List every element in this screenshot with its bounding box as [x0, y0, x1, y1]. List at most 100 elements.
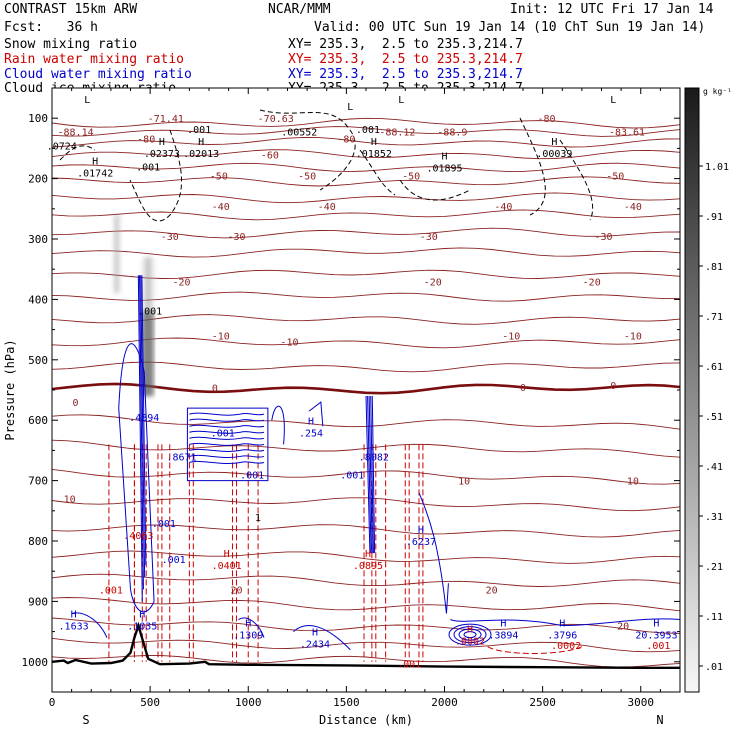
extremum-value-label: .1309	[233, 631, 263, 642]
isotherm-label: 0	[520, 383, 526, 394]
cloud-water-contour	[186, 407, 269, 482]
cloud-water-contour	[189, 430, 265, 434]
isotherm-label: -80	[538, 114, 556, 125]
isotherm-label: -50	[210, 172, 228, 183]
isotherm-label: 0	[212, 384, 218, 395]
y-tick-label: 1000	[22, 656, 49, 669]
extremum-marker: H	[559, 619, 565, 630]
isotherm-label: -20	[424, 277, 442, 288]
rain-water-contour	[418, 444, 424, 662]
valid-time: Valid: 00 UTC Sun 19 Jan 14 (10 ChT Sun …	[314, 20, 706, 35]
extremum-value-label: .00039	[536, 149, 572, 160]
model-title: CONTRAST 15km ARW	[4, 2, 138, 17]
cloud-water-contour	[365, 396, 371, 554]
extremum-value-label: .001	[187, 125, 211, 136]
x-tick-label: 500	[140, 696, 160, 709]
extremum-value-label: .02013	[183, 149, 219, 160]
colorbar-tick-label: .61	[705, 362, 723, 373]
isotherm-label: -30	[227, 232, 245, 243]
cloud-water-contour	[118, 343, 155, 613]
y-tick-label: 100	[28, 112, 48, 125]
extremum-value-label: .2434	[300, 640, 330, 651]
extremum-marker: H	[245, 619, 251, 630]
isotherm-line	[52, 117, 680, 129]
cloud-water-contour	[448, 623, 492, 646]
colorbar-tick-label: .71	[705, 312, 723, 323]
extremum-value-label: .01742	[77, 169, 113, 180]
field-xy-cloud-water: XY= 235.3, 2.5 to 235.3,214.7	[288, 67, 523, 82]
cloud-water-contour	[189, 424, 265, 428]
colorbar-unit: g kg⁻¹	[703, 87, 732, 96]
extremum-value-label: .001	[340, 471, 364, 482]
extremum-value-label: .001	[136, 163, 160, 174]
cloud-water-contour	[458, 628, 482, 641]
isotherm-label: -30	[594, 232, 612, 243]
isotherm-label: -50	[402, 172, 420, 183]
y-tick-label: 500	[28, 354, 48, 367]
isotherm-line	[52, 162, 680, 173]
isotherm-label: -10	[212, 332, 230, 343]
isotherm-label: 10	[64, 495, 76, 506]
y-axis-label: Pressure (hPa)	[3, 339, 17, 440]
cloud-water-contour	[368, 396, 373, 554]
colorbar	[684, 87, 700, 693]
isotherm-label: -70.63	[258, 114, 294, 125]
cloud-water-contour	[453, 626, 487, 644]
cloud-ice-contour	[259, 109, 356, 191]
cloud-water-contour	[189, 454, 265, 458]
extremum-value-label: .001	[138, 306, 162, 317]
extremum-marker: L	[610, 95, 616, 106]
isotherm-label: -10	[502, 332, 520, 343]
rain-water-contour	[161, 444, 171, 662]
extremum-value-label: .001	[646, 641, 670, 652]
extremum-marker: H	[92, 157, 98, 168]
isotherm-line	[52, 550, 680, 564]
isotherm-line	[52, 655, 680, 668]
cloud-water-contour	[189, 418, 265, 422]
cloud-water-contour	[139, 275, 144, 590]
field-name-snow: Snow mixing ratio	[4, 37, 138, 52]
cloud-ice-contour	[59, 145, 96, 161]
extremum-marker: H	[653, 619, 659, 630]
extremum-value-label: .02373	[144, 149, 180, 160]
extremum-value-label: 20.3953	[635, 631, 677, 642]
cloud-water-contour	[189, 460, 265, 464]
extremum-value-label: .1035	[127, 622, 157, 633]
extremum-marker: H	[500, 619, 506, 630]
extremum-value-label: .001	[162, 555, 186, 566]
extremum-value-label: .00552	[281, 127, 317, 138]
extremum-value-label: .8082	[359, 452, 389, 463]
isotherm-label: 20	[230, 585, 242, 596]
isotherm-label: -20	[583, 277, 601, 288]
init-time: Init: 12 UTC Fri 17 Jan 14	[510, 2, 714, 17]
x-axis-label: Distance (km)	[319, 713, 413, 727]
cloud-water-contour	[189, 436, 265, 440]
isotherm-line	[52, 126, 680, 137]
extremum-value-label: .3796	[547, 631, 577, 642]
extremum-value-label: .0002	[551, 641, 581, 652]
extremum-value-label: .0002	[455, 637, 485, 648]
isotherm-line	[52, 439, 680, 458]
cloud-water-contour	[418, 492, 449, 614]
cloud-water-contour	[371, 396, 376, 554]
y-tick-label: 400	[28, 293, 48, 306]
isotherm-label: -10	[280, 338, 298, 349]
isotherm-label: -88.14	[57, 127, 93, 138]
isotherm-line	[52, 617, 680, 634]
isotherm-label: 0	[73, 398, 79, 409]
extremum-marker: H	[139, 610, 145, 621]
terrain-surface-line	[52, 621, 680, 669]
cloud-water-contour	[367, 396, 372, 554]
colorbar-tick-label: .51	[705, 412, 723, 423]
extremum-value-label: .001	[356, 125, 380, 136]
cloud-water-contour	[189, 448, 265, 452]
rain-water-contour	[487, 646, 583, 654]
isotherm-label: -88.12	[379, 127, 415, 138]
cloud-water-contour	[370, 396, 374, 554]
y-tick-label: 700	[28, 475, 48, 488]
isotherm-label: -88.9	[437, 127, 467, 138]
isotherm-label: 10	[627, 477, 639, 488]
extremum-marker: H	[71, 610, 77, 621]
isotherm-label: -40	[494, 202, 512, 213]
